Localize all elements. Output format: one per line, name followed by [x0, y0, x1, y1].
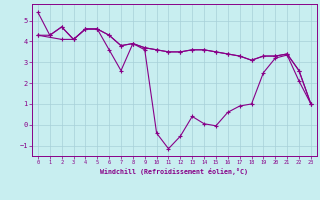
X-axis label: Windchill (Refroidissement éolien,°C): Windchill (Refroidissement éolien,°C) — [100, 168, 248, 175]
